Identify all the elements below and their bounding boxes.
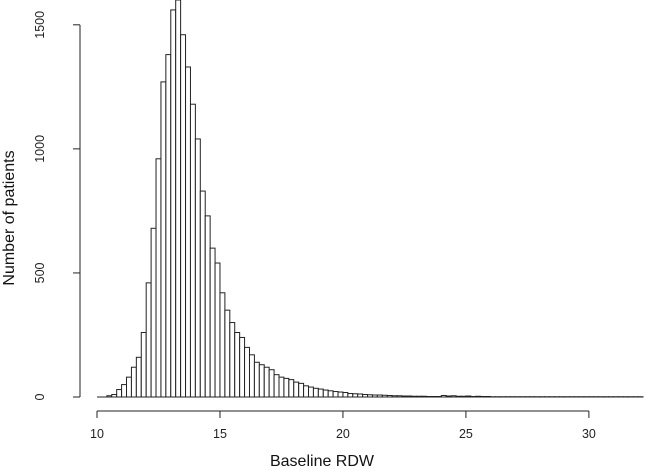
histogram-bar bbox=[288, 379, 295, 398]
histogram-bar bbox=[224, 309, 231, 398]
histogram-bar bbox=[347, 393, 354, 398]
histogram-bar bbox=[303, 385, 310, 398]
y-tick-label: 1500 bbox=[33, 11, 47, 39]
histogram-bar bbox=[219, 292, 226, 398]
histogram-bar bbox=[317, 388, 324, 398]
y-ticks: 0 500 1000 1500 bbox=[33, 11, 80, 400]
histogram-bar bbox=[278, 376, 285, 398]
y-axis-title: Number of patients bbox=[1, 150, 18, 285]
histogram-bar bbox=[180, 34, 187, 398]
histogram-bar bbox=[273, 374, 280, 398]
x-tick-label: 25 bbox=[459, 427, 473, 441]
histogram-bar bbox=[283, 377, 290, 398]
histogram-bar bbox=[327, 390, 334, 398]
histogram-bar bbox=[234, 331, 241, 398]
x-tick-label: 20 bbox=[336, 427, 350, 441]
bars-group bbox=[97, 0, 644, 398]
histogram-bar bbox=[263, 366, 270, 398]
x-tick-label: 30 bbox=[582, 427, 596, 441]
y-tick-label: 500 bbox=[33, 262, 47, 283]
histogram-bar bbox=[126, 376, 132, 398]
histogram-bar bbox=[214, 262, 221, 398]
histogram-bar bbox=[116, 389, 123, 398]
histogram-bar bbox=[170, 9, 177, 398]
histogram-bar bbox=[189, 103, 196, 398]
histogram-bar bbox=[194, 138, 201, 398]
histogram-bar bbox=[244, 346, 250, 398]
histogram-bar bbox=[165, 54, 172, 398]
histogram-bar bbox=[239, 336, 246, 398]
histogram-bar bbox=[135, 356, 142, 398]
y-tick-label: 1000 bbox=[33, 135, 47, 163]
y-tick-label: 0 bbox=[33, 393, 47, 400]
histogram-bar bbox=[253, 361, 260, 398]
x-axis-title: Baseline RDW bbox=[270, 453, 375, 470]
histogram-bar bbox=[204, 215, 211, 398]
histogram-bar bbox=[175, 0, 182, 398]
histogram-bar bbox=[121, 384, 128, 398]
histogram-bar bbox=[209, 247, 216, 398]
histogram-bar bbox=[298, 382, 305, 398]
histogram-bar bbox=[130, 366, 137, 398]
histogram-bar bbox=[150, 227, 157, 398]
histogram-bar bbox=[337, 391, 344, 398]
histogram-bar bbox=[312, 387, 319, 398]
histogram-bar bbox=[293, 381, 300, 398]
x-tick-label: 15 bbox=[213, 427, 227, 441]
axes-group: 10 15 20 25 30 0 500 1000 1500 bbox=[33, 11, 596, 441]
histogram-bar bbox=[308, 386, 314, 398]
histogram-bar bbox=[258, 364, 265, 398]
histogram-bar bbox=[342, 392, 349, 398]
x-ticks: 10 15 20 25 30 bbox=[90, 411, 596, 441]
histogram-bar bbox=[248, 354, 255, 398]
histogram-bar bbox=[229, 322, 236, 398]
histogram-bar bbox=[199, 190, 206, 398]
histogram-bar bbox=[160, 81, 167, 398]
histogram-bar bbox=[155, 158, 162, 398]
histogram-bar bbox=[322, 389, 329, 398]
x-tick-label: 10 bbox=[90, 427, 104, 441]
histogram-bar bbox=[145, 282, 152, 398]
histogram-bar bbox=[332, 391, 339, 398]
histogram-bar bbox=[185, 66, 191, 398]
histogram-bar bbox=[140, 331, 147, 398]
histogram-bar bbox=[268, 369, 275, 398]
